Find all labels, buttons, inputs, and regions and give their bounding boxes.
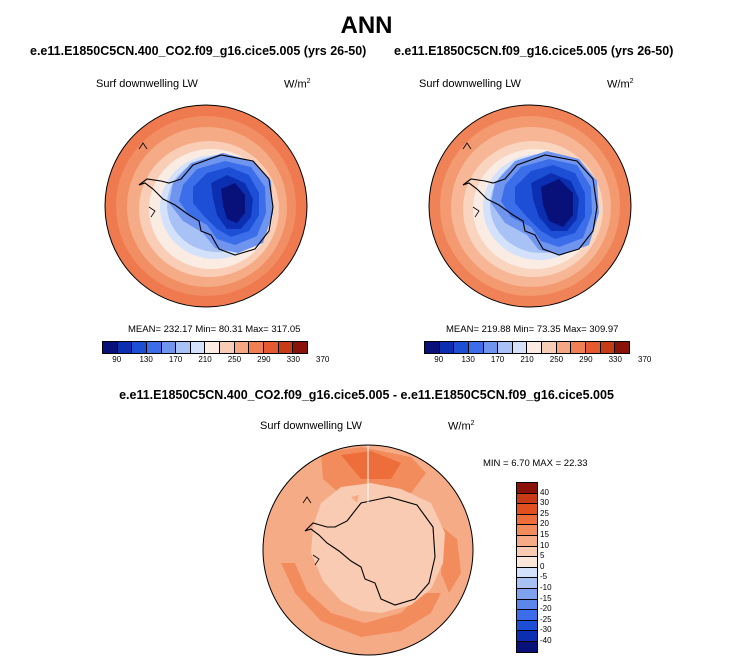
colorbar-tick-label: 20 bbox=[540, 519, 549, 529]
colorbar-swatch bbox=[517, 619, 537, 631]
colorbar-swatch bbox=[614, 342, 629, 353]
colorbar-tick-label: -25 bbox=[540, 614, 552, 624]
right-colorbar: 90 130 170 210 250 290 330 370 bbox=[424, 341, 651, 364]
right-polar-map bbox=[428, 104, 632, 308]
colorbar-tick-label: 10 bbox=[540, 540, 549, 550]
colorbar-swatch bbox=[160, 342, 176, 353]
colorbar-tick-label: 330 bbox=[608, 355, 622, 364]
colorbar-swatch bbox=[511, 342, 527, 353]
colorbar-swatch bbox=[103, 342, 117, 353]
colorbar-tick-label: -40 bbox=[540, 636, 552, 645]
colorbar-swatch bbox=[517, 534, 537, 546]
right-variable-label: Surf downwelling LW bbox=[419, 78, 521, 90]
colorbar-tick-label: -30 bbox=[540, 625, 552, 635]
colorbar-swatch bbox=[570, 342, 586, 353]
colorbar-tick-label: 330 bbox=[286, 355, 300, 364]
left-units-label: W/m2 bbox=[284, 78, 311, 91]
antarctica-coastline bbox=[138, 154, 274, 256]
colorbar-tick-label: 170 bbox=[490, 355, 505, 364]
colorbar-tick-label: 15 bbox=[540, 530, 549, 539]
colorbar-swatch bbox=[219, 342, 234, 353]
colorbar-tick-label: -15 bbox=[540, 593, 552, 603]
colorbar-swatch bbox=[497, 342, 512, 353]
colorbar-tick-label: 370 bbox=[638, 355, 652, 364]
antarctica-coastline bbox=[304, 496, 436, 606]
colorbar-swatch bbox=[517, 492, 537, 504]
colorbar-tick-label: -5 bbox=[540, 572, 548, 582]
diff-title: e.e11.E1850C5CN.400_CO2.f09_g16.cice5.00… bbox=[119, 388, 614, 402]
colorbar-tick-label: -10 bbox=[540, 583, 552, 592]
colorbar-tick-label: 90 bbox=[112, 355, 122, 364]
colorbar-swatch bbox=[517, 587, 537, 599]
diff-variable-label: Surf downwelling LW bbox=[260, 420, 362, 432]
colorbar-swatch bbox=[482, 342, 498, 353]
colorbar-swatch bbox=[248, 342, 264, 353]
colorbar-swatch bbox=[585, 342, 600, 353]
colorbar-swatch bbox=[438, 342, 454, 353]
colorbar-swatch bbox=[204, 342, 220, 353]
colorbar-swatch bbox=[263, 342, 278, 353]
right-case-title: e.e11.E1850C5CN.f09_g16.cice5.005 (yrs 2… bbox=[394, 44, 674, 58]
colorbar-swatch bbox=[517, 640, 537, 652]
colorbar-tick-label: 290 bbox=[579, 355, 593, 364]
diff-polar-map bbox=[262, 444, 474, 656]
colorbar-swatch bbox=[116, 342, 132, 353]
colorbar-swatch bbox=[467, 342, 483, 353]
diff-colorbar-ticks: 40 30 25 20 15 10 5 0 -5 -10 -15 -20 -25 -30 -40 bbox=[540, 482, 570, 652]
left-colorbar: 90 130 170 210 250 290 330 370 bbox=[102, 341, 329, 364]
colorbar-swatch bbox=[425, 342, 439, 353]
colorbar-swatch bbox=[517, 483, 537, 493]
colorbar-swatch bbox=[189, 342, 205, 353]
colorbar-swatch bbox=[541, 342, 556, 353]
colorbar-tick-label: 210 bbox=[198, 355, 212, 364]
right-units-label: W/m2 bbox=[607, 78, 634, 91]
left-case-title: e.e11.E1850C5CN.400_CO2.f09_g16.cice5.00… bbox=[30, 44, 367, 58]
colorbar-tick-label: 290 bbox=[257, 355, 271, 364]
colorbar-tick-label: 0 bbox=[540, 561, 545, 571]
colorbar-swatch bbox=[526, 342, 542, 353]
colorbar-swatch bbox=[517, 545, 537, 557]
colorbar-swatch bbox=[292, 342, 307, 353]
colorbar-tick-label: 250 bbox=[227, 355, 242, 364]
colorbar-swatch bbox=[175, 342, 190, 353]
main-title: ANN bbox=[340, 12, 393, 39]
colorbar-swatch bbox=[517, 556, 537, 567]
diff-colorbar bbox=[516, 482, 538, 653]
colorbar-swatch bbox=[517, 503, 537, 514]
colorbar-tick-label: 250 bbox=[549, 355, 564, 364]
right-stats-text: MEAN= 219.88 Min= 73.35 Max= 309.97 bbox=[446, 324, 619, 335]
colorbar-swatch bbox=[517, 524, 537, 535]
colorbar-swatch bbox=[517, 577, 537, 588]
left-stats-text: MEAN= 232.17 Min= 80.31 Max= 317.05 bbox=[128, 324, 301, 335]
colorbar-swatch bbox=[599, 342, 615, 353]
antarctica-coastline bbox=[462, 154, 598, 256]
colorbar-swatch bbox=[145, 342, 161, 353]
colorbar-swatch bbox=[555, 342, 571, 353]
colorbar-swatch bbox=[517, 609, 537, 620]
colorbar-tick-label: 5 bbox=[540, 551, 545, 561]
colorbar-swatch bbox=[517, 630, 537, 641]
left-polar-map bbox=[104, 104, 308, 308]
colorbar-swatch bbox=[453, 342, 468, 353]
colorbar-tick-label: -20 bbox=[540, 604, 552, 614]
colorbar-tick-label: 210 bbox=[520, 355, 534, 364]
colorbar-swatch bbox=[517, 513, 537, 525]
colorbar-swatch bbox=[517, 566, 537, 578]
colorbar-tick-label: 90 bbox=[434, 355, 444, 364]
colorbar-tick-label: 130 bbox=[461, 355, 475, 364]
colorbar-tick-label: 370 bbox=[316, 355, 330, 364]
colorbar-swatch bbox=[517, 598, 537, 610]
colorbar-tick-label: 30 bbox=[540, 498, 549, 508]
diff-units-label: W/m2 bbox=[448, 420, 475, 433]
colorbar-swatch bbox=[277, 342, 293, 353]
colorbar-tick-label: 170 bbox=[168, 355, 183, 364]
colorbar-swatch bbox=[131, 342, 146, 353]
colorbar-tick-label: 40 bbox=[540, 487, 549, 497]
left-variable-label: Surf downwelling LW bbox=[96, 78, 198, 90]
colorbar-tick-label: 130 bbox=[139, 355, 153, 364]
colorbar-tick-label: 25 bbox=[540, 508, 549, 518]
colorbar-swatch bbox=[233, 342, 249, 353]
diff-stats-text: MIN = 6.70 MAX = 22.33 bbox=[483, 458, 588, 469]
